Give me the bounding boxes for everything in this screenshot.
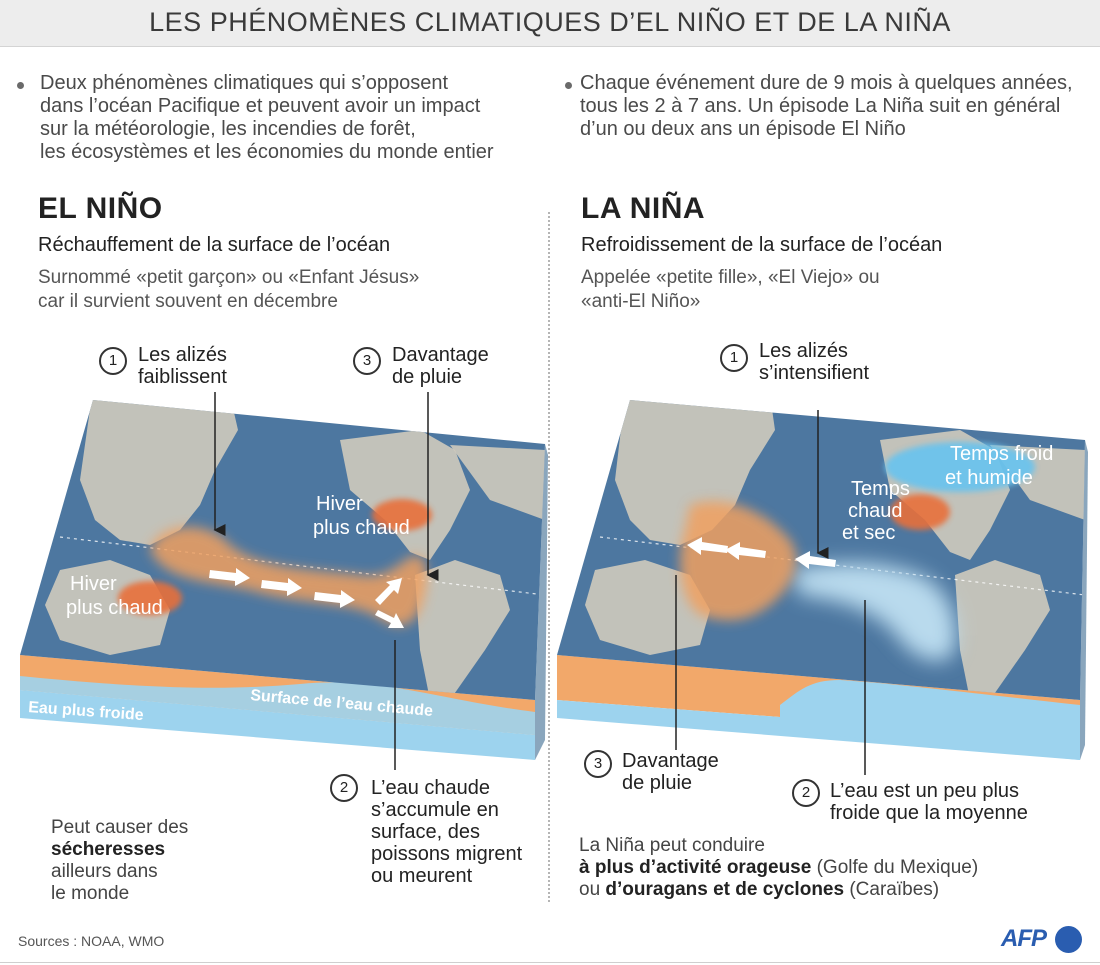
callout-more-rain: Davantage de pluie	[392, 344, 489, 388]
intro-left: Deux phénomènes climatiques qui s’oppose…	[40, 72, 494, 164]
bottom-rule	[0, 962, 1100, 963]
australia-land	[585, 560, 710, 655]
south-america-land	[955, 560, 1050, 700]
callout-strong-trade-winds: Les alizés s’intensifient	[759, 340, 869, 384]
afp-logo-text: AFP	[1001, 925, 1047, 952]
el-nino-desc-line: car il survient souvent en décembre	[38, 291, 338, 312]
el-nino-map: Hiver plus chaud Hiver plus chaud Eau plus…	[20, 392, 548, 770]
el-nino-subtitle: Réchauffement de la surface de l’océan	[38, 234, 391, 256]
intro-right-line: Chaque événement dure de 9 mois à quelqu…	[580, 72, 1073, 94]
callout-line-text: froide que la moyenne	[830, 802, 1028, 824]
note-line: La Niña peut conduire	[579, 835, 765, 856]
callout-line-text: L’eau chaude	[371, 777, 491, 799]
column-divider	[548, 212, 550, 902]
block-right-face	[1080, 440, 1088, 760]
callout-line-text: Davantage	[622, 750, 719, 772]
la-nina-desc-line: «anti-El Niño»	[581, 291, 701, 312]
callout-number-1: 1	[99, 347, 127, 375]
note-bold: à plus d’activité orageuse	[579, 857, 812, 878]
la-nina-desc-line: Appelée «petite fille», «El Viejo» ou	[581, 267, 880, 288]
note-rest: (Golfe du Mexique)	[811, 857, 979, 878]
callout-line-text: de pluie	[392, 366, 463, 388]
callout-line-text: poissons migrent	[371, 843, 523, 865]
cold-humid-spot	[885, 442, 1035, 492]
hot-dry-label: Temps chaud et sec	[842, 478, 910, 544]
note-bold: sécheresses	[51, 839, 166, 860]
callout-number-3: 3	[353, 347, 381, 375]
callout-line-text: faiblissent	[138, 366, 227, 388]
callout-line-text: de pluie	[622, 772, 693, 794]
callout-line-text: s’intensifient	[759, 362, 870, 384]
block-right-face	[535, 444, 548, 760]
callout-line-text: Davantage	[392, 344, 489, 366]
afp-logo-dot	[1055, 926, 1082, 953]
warm-spot-north	[372, 499, 432, 531]
el-nino-desc: Surnommé «petit garçon» ou «Enfant Jésus…	[38, 266, 419, 314]
intro-right-line: tous les 2 à 7 ans. Un épisode La Niña s…	[580, 95, 1061, 117]
la-nina-map: Temps froid et humide Temps chaud et sec	[557, 400, 1088, 775]
callout-number-2: 2	[330, 774, 358, 802]
cold-water-region	[790, 563, 957, 661]
warm-spot-south	[118, 581, 182, 615]
callout-line-text: Les alizés	[138, 344, 227, 366]
intro-left-line: dans l’océan Pacifique et peuvent avoir …	[40, 95, 481, 117]
callout-line-text: ou meurent	[371, 865, 473, 887]
winter-warm-label-north: Hiver plus chaud	[313, 493, 410, 539]
bullet-dot	[565, 82, 572, 89]
asia-land	[80, 400, 238, 545]
cold-humid-label: Temps froid et humide	[945, 443, 1053, 489]
callout-line-text: L’eau est un peu plus	[830, 780, 1020, 802]
warm-water-band	[150, 526, 427, 626]
note-rest: (Caraïbes)	[844, 879, 940, 900]
south-america-land	[415, 560, 510, 700]
note-bold: d’ouragans et de cyclones	[605, 879, 845, 900]
hot-dry-spot	[890, 494, 950, 530]
north-america-land	[340, 430, 470, 560]
intro-right: Chaque événement dure de 9 mois à quelqu…	[580, 72, 1073, 141]
el-nino-title: EL NIÑO	[38, 192, 163, 225]
intro-left-line: sur la météorologie, les incendies de fo…	[40, 118, 416, 140]
sources-text: Sources : NOAA, WMO	[18, 933, 165, 949]
el-nino-desc-line: Surnommé «petit garçon» ou «Enfant Jésus…	[38, 267, 420, 288]
la-nina-subtitle: Refroidissement de la surface de l’océan	[581, 234, 943, 256]
title-bar	[0, 0, 1100, 47]
intro-left-line: les écosystèmes et les économies du mond…	[40, 141, 494, 163]
trade-wind-arrows	[209, 568, 404, 628]
callout-more-rain: Davantage de pluie	[622, 750, 719, 794]
callout-number-1: 1	[720, 344, 748, 372]
equator-line	[599, 536, 1085, 596]
note-line: Peut causer des	[51, 817, 189, 838]
callout-number-2: 2	[792, 779, 820, 807]
note-line: ailleurs dans	[51, 861, 158, 882]
note-line: le monde	[51, 883, 130, 904]
la-nina-title: LA NIÑA	[581, 192, 706, 225]
intro-right-line: d’un ou deux ans un épisode El Niño	[580, 118, 906, 140]
winter-warm-label-south: Hiver plus chaud	[66, 573, 163, 619]
asia-land	[615, 400, 775, 545]
callout-line-text: Les alizés	[759, 340, 848, 362]
page-title: LES PHÉNOMÈNES CLIMATIQUES D’EL NIÑO ET …	[149, 7, 951, 37]
trade-wind-arrows	[687, 537, 836, 569]
intro-left-line: Deux phénomènes climatiques qui s’oppose…	[40, 72, 449, 94]
warm-water-pool	[680, 501, 797, 621]
el-nino-note: Peut causer des sécheresses ailleurs dan…	[51, 817, 188, 905]
callout-warm-water: L’eau chaude s’accumule en surface, des …	[371, 777, 522, 887]
callout-line-text: s’accumule en	[371, 799, 499, 821]
callout-cooler-water: L’eau est un peu plus froide que la moye…	[830, 780, 1028, 824]
callout-number-3: 3	[584, 750, 612, 778]
la-nina-note: La Niña peut conduire à plus d’activité …	[579, 835, 978, 901]
callout-weak-trade-winds: Les alizés faiblissent	[138, 344, 227, 388]
la-nina-desc: Appelée «petite fille», «El Viejo» ou «a…	[581, 266, 880, 314]
equator-line	[59, 536, 545, 596]
cold-layer-face	[20, 690, 535, 760]
callout-line-text: surface, des	[371, 821, 480, 843]
bullet-dot	[17, 82, 24, 89]
note-pre: ou	[579, 879, 606, 900]
